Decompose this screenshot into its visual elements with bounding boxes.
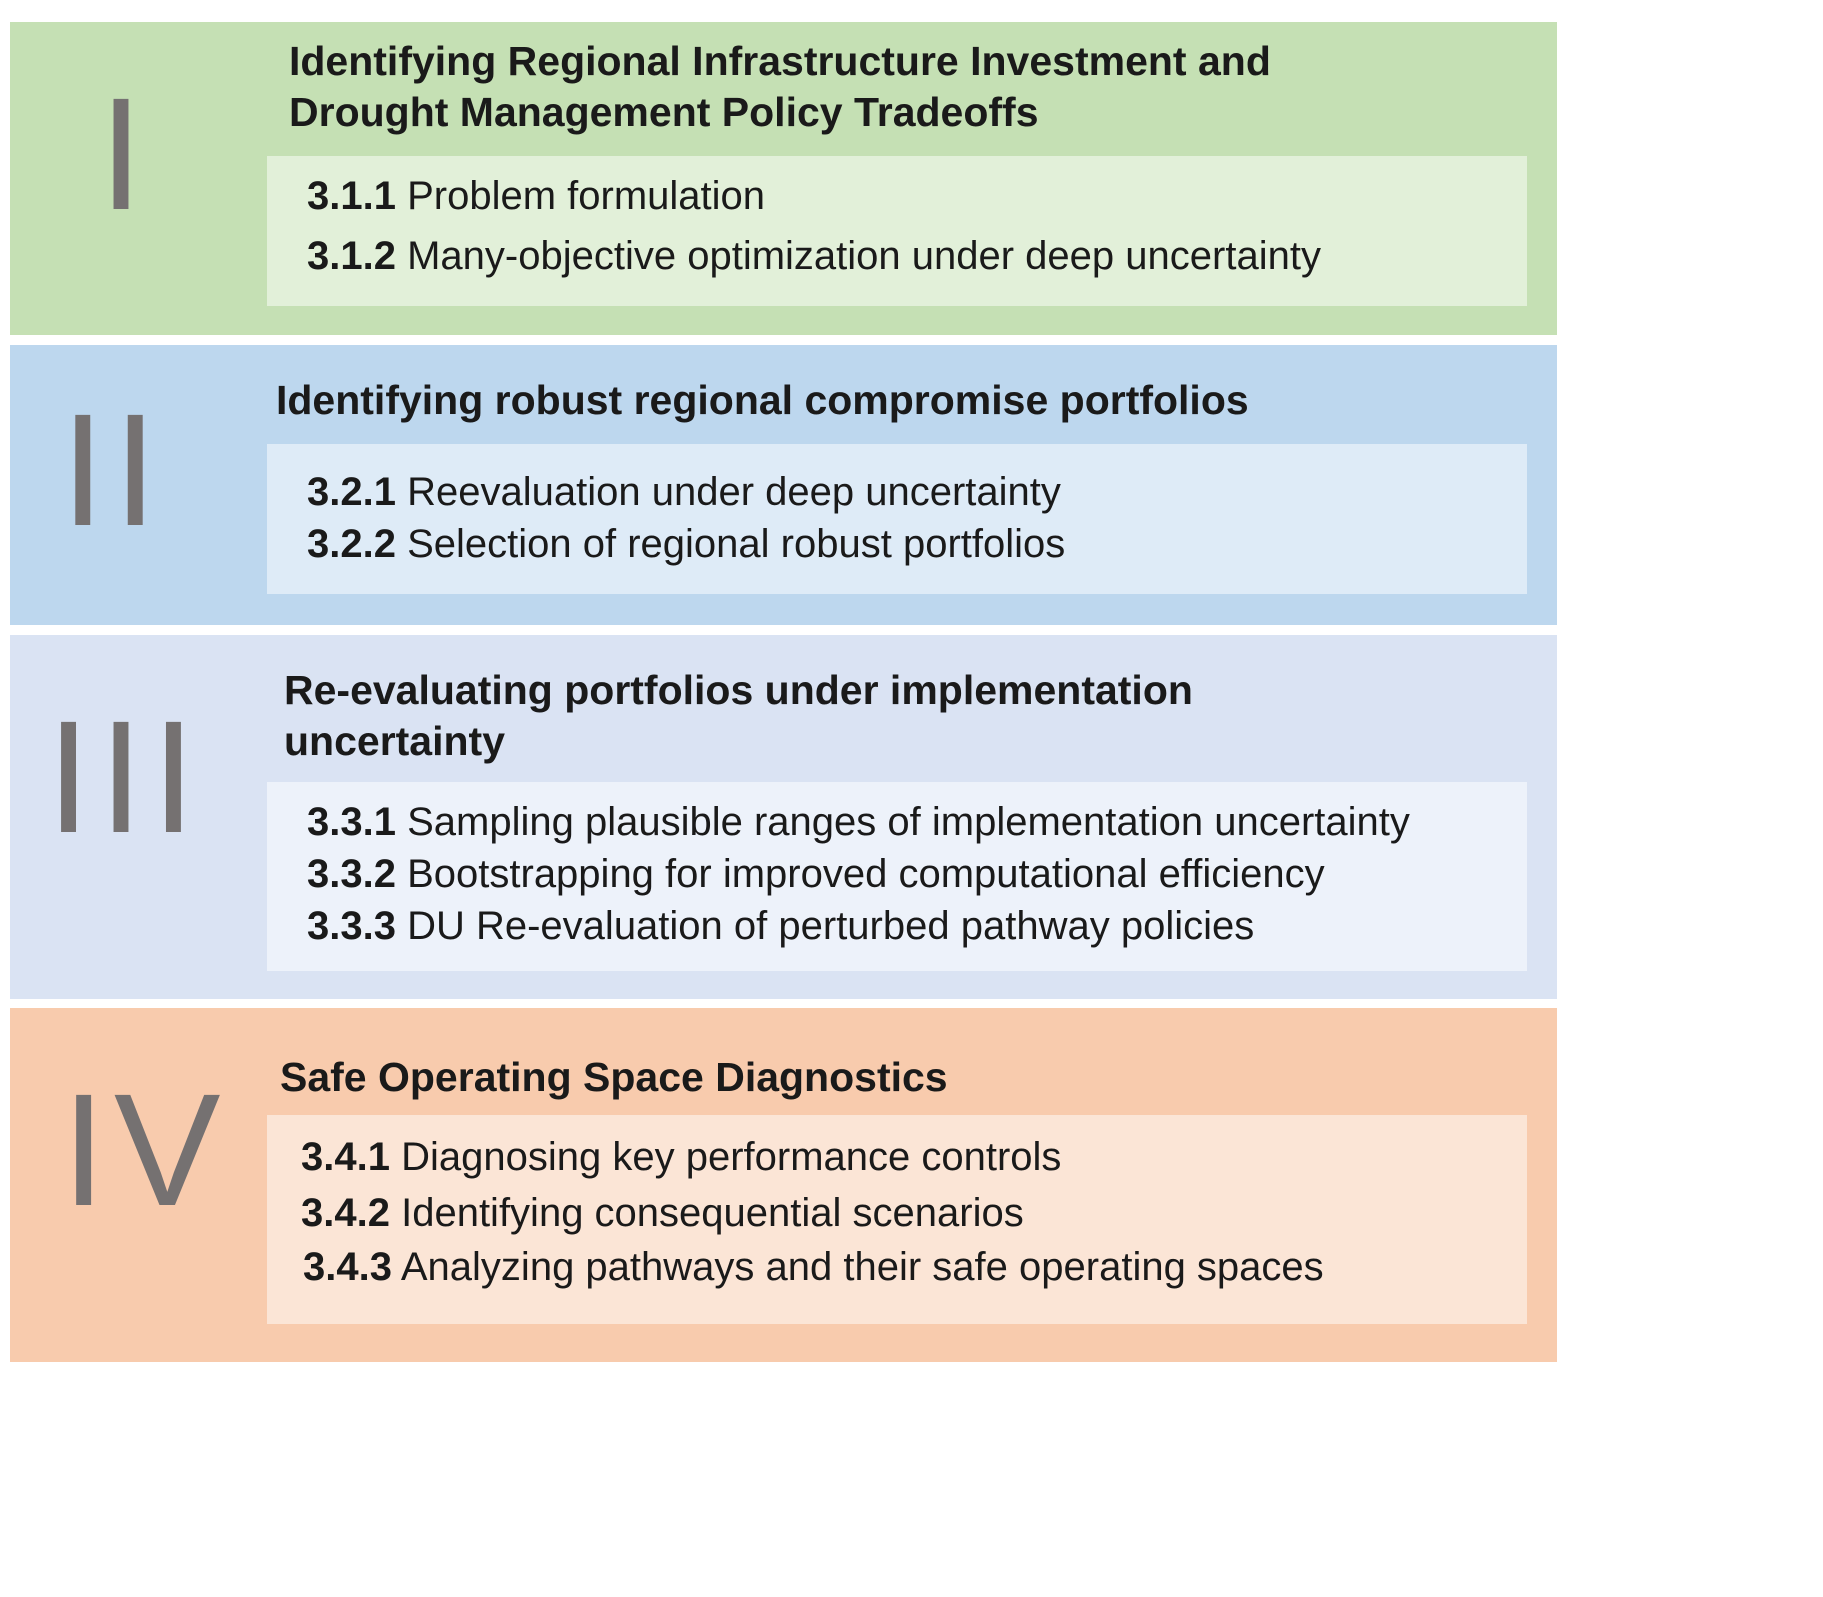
subsection-text: Problem formulation bbox=[407, 174, 766, 218]
subsection-text: Identifying consequential scenarios bbox=[401, 1191, 1024, 1235]
panel-section-3: III Re-evaluating portfolios under imple… bbox=[10, 635, 1557, 999]
heading-line: Identifying Regional Infrastructure Inve… bbox=[289, 38, 1271, 84]
subsection-box: 3.2.1 Reevaluation under deep uncertaint… bbox=[267, 444, 1527, 594]
subsection-number: 3.1.1 bbox=[307, 174, 396, 218]
subsection-number: 3.3.3 bbox=[307, 904, 396, 948]
subsection-text: DU Re-evaluation of perturbed pathway po… bbox=[407, 904, 1255, 948]
subsection-number: 3.4.2 bbox=[301, 1191, 390, 1235]
subsection-item: 3.2.1 Reevaluation under deep uncertaint… bbox=[307, 470, 1061, 515]
section-numeral: IV bbox=[61, 1060, 229, 1239]
subsection-item: 3.3.2 Bootstrapping for improved computa… bbox=[307, 852, 1325, 897]
subsection-box: 3.1.1 Problem formulation 3.1.2 Many-obj… bbox=[267, 156, 1527, 306]
section-numeral: II bbox=[60, 380, 166, 559]
subsection-text: Bootstrapping for improved computational… bbox=[407, 852, 1325, 896]
section-numeral: III bbox=[46, 687, 204, 866]
subsection-number: 3.4.1 bbox=[301, 1135, 390, 1179]
subsection-text: Selection of regional robust portfolios bbox=[407, 522, 1066, 566]
section-heading: Safe Operating Space Diagnostics bbox=[280, 1052, 948, 1103]
subsection-item: 3.4.2 Identifying consequential scenario… bbox=[301, 1191, 1024, 1236]
subsection-box: 3.3.1 Sampling plausible ranges of imple… bbox=[267, 782, 1527, 971]
subsection-number: 3.3.2 bbox=[307, 852, 396, 896]
heading-line: uncertainty bbox=[284, 718, 505, 764]
subsection-number: 3.3.1 bbox=[307, 800, 396, 844]
section-heading: Identifying Regional Infrastructure Inve… bbox=[289, 36, 1271, 138]
heading-line: Drought Management Policy Tradeoffs bbox=[289, 89, 1039, 135]
subsection-item: 3.4.1 Diagnosing key performance control… bbox=[301, 1135, 1061, 1180]
subsection-item: 3.2.2 Selection of regional robust portf… bbox=[307, 522, 1065, 567]
subsection-text: Analyzing pathways and their safe operat… bbox=[400, 1245, 1324, 1289]
subsection-item: 3.1.1 Problem formulation bbox=[307, 174, 765, 219]
panel-section-4: IV Safe Operating Space Diagnostics 3.4.… bbox=[10, 1008, 1557, 1362]
heading-line: Re-evaluating portfolios under implement… bbox=[284, 667, 1193, 713]
subsection-text: Reevaluation under deep uncertainty bbox=[407, 470, 1061, 514]
panel-section-2: II Identifying robust regional compromis… bbox=[10, 345, 1557, 625]
subsection-box: 3.4.1 Diagnosing key performance control… bbox=[267, 1115, 1527, 1324]
subsection-item: 3.4.3 Analyzing pathways and their safe … bbox=[303, 1245, 1324, 1290]
subsection-text: Many-objective optimization under deep u… bbox=[407, 234, 1321, 278]
subsection-number: 3.2.1 bbox=[307, 470, 396, 514]
subsection-text: Sampling plausible ranges of implementat… bbox=[407, 800, 1410, 844]
section-heading: Re-evaluating portfolios under implement… bbox=[284, 665, 1193, 767]
section-numeral: I bbox=[98, 64, 152, 243]
subsection-number: 3.1.2 bbox=[307, 234, 396, 278]
subsection-item: 3.1.2 Many-objective optimization under … bbox=[307, 234, 1321, 279]
section-heading: Identifying robust regional compromise p… bbox=[276, 375, 1249, 426]
subsection-item: 3.3.1 Sampling plausible ranges of imple… bbox=[307, 800, 1410, 845]
heading-line: Identifying robust regional compromise p… bbox=[276, 377, 1249, 423]
heading-line: Safe Operating Space Diagnostics bbox=[280, 1054, 948, 1100]
panel-section-1: I Identifying Regional Infrastructure In… bbox=[10, 22, 1557, 335]
subsection-item: 3.3.3 DU Re-evaluation of perturbed path… bbox=[307, 904, 1254, 949]
subsection-text: Diagnosing key performance controls bbox=[401, 1135, 1062, 1179]
subsection-number: 3.4.3 bbox=[303, 1245, 392, 1289]
subsection-number: 3.2.2 bbox=[307, 522, 396, 566]
